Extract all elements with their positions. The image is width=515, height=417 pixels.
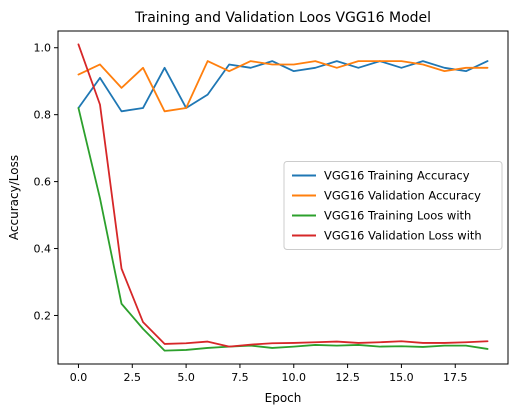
x-tick-label: 2.5 — [124, 371, 142, 384]
plot-frame — [57, 30, 509, 365]
x-tick-label: 7.5 — [231, 371, 249, 384]
series-line-1 — [77, 60, 489, 113]
x-axis-label: Epoch — [265, 391, 302, 405]
plot-area: 0.0 2.5 5.0 7.5 10.0 12.5 15.0 17.5 0.2 0.4 0.6 0.8… — [34, 30, 509, 384]
legend-label-3: VGG16 Training Loos with — [324, 209, 471, 223]
legend: VGG16 Training Accuracy VGG16 Validation … — [283, 161, 503, 250]
y-tick-label: 0.4 — [34, 243, 52, 256]
series-line-2 — [77, 60, 489, 113]
y-tick-label: 0.2 — [34, 309, 52, 322]
x-tick-label: 17.5 — [443, 371, 468, 384]
series-line-3 — [77, 107, 489, 352]
y-tick-label: 0.6 — [34, 176, 52, 189]
legend-label-4: VGG16 Validation Loss with — [324, 229, 482, 243]
x-tick-label: 12.5 — [335, 371, 360, 384]
x-tick-label: 0.0 — [70, 371, 88, 384]
series-line-4 — [77, 43, 489, 348]
y-axis-label: Accuracy/Loss — [7, 155, 21, 240]
y-tick-label: 0.8 — [34, 109, 52, 122]
legend-box — [283, 161, 503, 250]
x-tick-label: 5.0 — [177, 371, 195, 384]
legend-label-2: VGG16 Validation Accuracy — [324, 189, 481, 203]
chart-title: Training and Validation Loos VGG16 Model — [134, 10, 431, 26]
x-tick-label: 10.0 — [282, 371, 307, 384]
legend-label-1: VGG16 Training Accuracy — [324, 169, 470, 183]
x-tick-label: 15.0 — [389, 371, 414, 384]
y-tick-label: 1.0 — [34, 42, 52, 55]
